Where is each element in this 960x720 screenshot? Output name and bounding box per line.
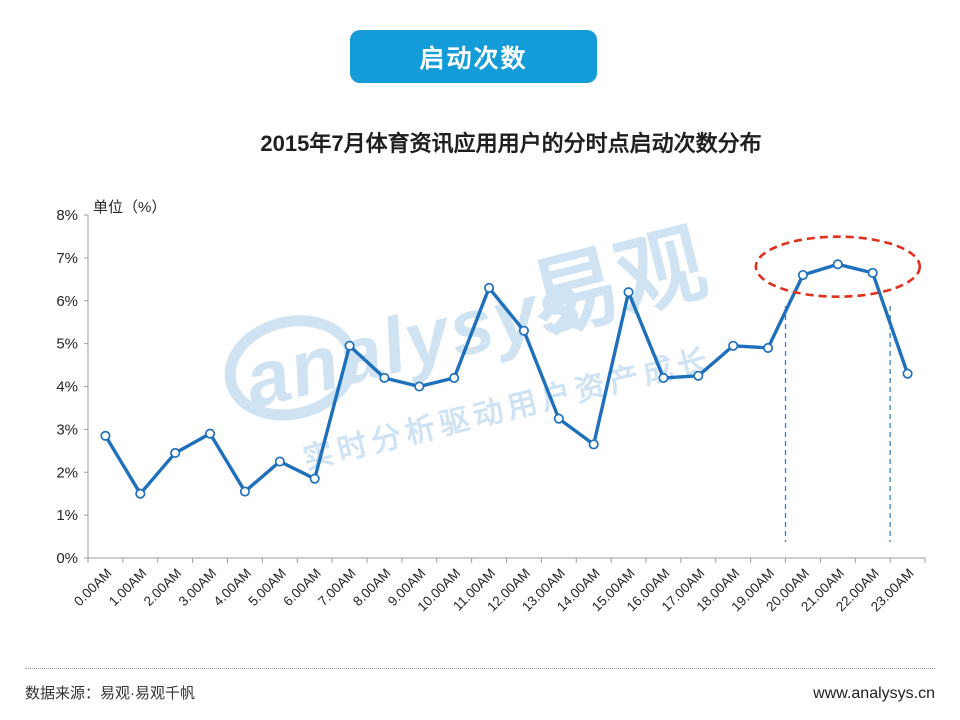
data-point <box>484 282 495 293</box>
x-axis-label: 6.00AM <box>280 566 324 610</box>
data-point <box>588 439 599 450</box>
watermark-swoosh-icon <box>224 315 358 421</box>
data-point <box>309 473 320 484</box>
y-axis-label: 6% <box>56 293 78 310</box>
series-line <box>103 262 910 496</box>
y-axis-label: 1% <box>56 507 78 524</box>
data-point <box>414 381 425 392</box>
data-point <box>658 372 669 383</box>
data-point <box>205 428 216 439</box>
x-axis-label: 2.00AM <box>141 566 185 610</box>
data-point <box>797 269 808 281</box>
x-axis-label: 8.00AM <box>350 566 394 610</box>
website-text: www.analysys.cn <box>813 685 935 702</box>
y-axis-label: 4% <box>56 379 78 396</box>
x-axis-label: 7.00AM <box>315 566 359 610</box>
data-point <box>344 340 355 351</box>
footer: 数据来源：易观·易观千帆 www.analysys.cn <box>25 668 935 703</box>
x-axis-label: 5.00AM <box>245 566 289 610</box>
x-axis-label: 0.00AM <box>71 566 115 610</box>
x-axis-label: 1.00AM <box>106 566 150 610</box>
y-axis-label: 3% <box>56 421 78 438</box>
data-point <box>239 486 250 497</box>
data-point <box>518 325 529 336</box>
data-point <box>449 372 460 383</box>
data-point <box>832 259 843 270</box>
chart-type-badge: 启动次数 <box>350 30 597 83</box>
data-point <box>867 267 878 278</box>
y-axis-label: 7% <box>56 250 78 267</box>
highlight-ellipse <box>754 235 922 298</box>
y-axis-label: 2% <box>56 464 78 481</box>
data-source-text: 数据来源：易观·易观千帆 <box>25 685 195 702</box>
chart-title: 2015年7月体育资讯应用用户的分时点启动次数分布 <box>260 131 762 156</box>
data-point <box>902 368 913 379</box>
y-axis-label: 0% <box>56 550 78 567</box>
y-axis-label: 8% <box>56 207 78 224</box>
data-point <box>623 287 634 298</box>
badge-label: 启动次数 <box>419 44 528 73</box>
data-point <box>553 413 564 424</box>
data-point <box>763 342 774 353</box>
y-axis-unit-label: 单位（%） <box>93 199 167 216</box>
data-point <box>728 340 739 351</box>
y-axis-label: 5% <box>56 336 78 353</box>
data-point <box>379 372 390 383</box>
x-axis-label: 3.00AM <box>176 566 220 610</box>
data-point <box>100 430 111 441</box>
data-point <box>170 447 181 459</box>
data-point <box>274 456 285 467</box>
x-axis-label: 4.00AM <box>211 566 255 610</box>
data-point <box>135 488 146 499</box>
data-point <box>693 370 704 381</box>
